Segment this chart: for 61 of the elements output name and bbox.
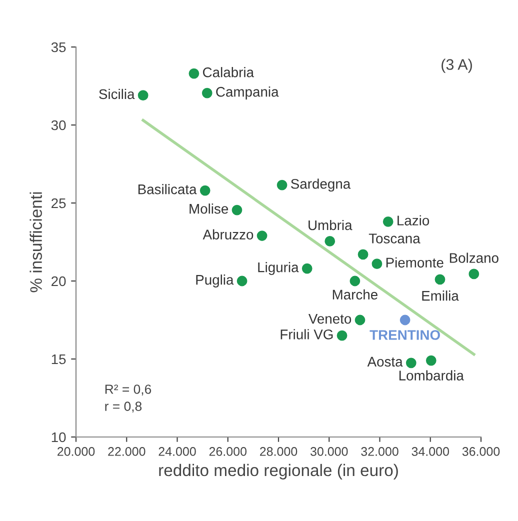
data-label: TRENTINO [370, 330, 440, 340]
point [138, 90, 148, 101]
point [382, 216, 394, 227]
data-label: Campania [216, 86, 279, 100]
x-tick-label: 32.000 [361, 447, 398, 456]
data-label: Lombardia [399, 370, 464, 380]
x-tick-label: 34.000 [412, 447, 450, 456]
x-tick-label: 36.000 [462, 447, 500, 456]
data-label: Umbria [308, 220, 352, 230]
point [372, 258, 382, 270]
y-tick-label: 20 [52, 276, 66, 286]
point [354, 314, 366, 326]
y-tick-label: 35 [51, 42, 66, 52]
point [426, 355, 436, 366]
x-tick-label: 24.000 [158, 447, 196, 456]
point [358, 249, 368, 260]
point [468, 268, 480, 280]
data-label: Abruzzo [202, 229, 254, 240]
data-label: Friuli VG [280, 329, 333, 340]
data-label: Veneto [308, 314, 352, 324]
annotation: (3 A) [442, 58, 472, 73]
y-axis-title: % insufficienti [30, 192, 42, 292]
point [200, 185, 210, 196]
point [256, 230, 268, 241]
data-label: Molise [190, 204, 228, 214]
point [336, 330, 348, 341]
x-tick-label: 28.000 [260, 447, 298, 456]
x-tick-label: 20.000 [58, 447, 95, 456]
x-tick-label: 22.000 [108, 447, 146, 456]
data-label: Liguria [258, 262, 299, 275]
data-label: Aosta [367, 356, 403, 367]
point [324, 236, 336, 246]
data-label: Sicilia [99, 88, 135, 100]
point [188, 68, 200, 79]
y-tick-label: 25 [52, 198, 66, 208]
data-label: Basilicata [138, 184, 197, 194]
point [232, 204, 242, 216]
annotation: R² = 0,6 r = 0,8 [105, 384, 152, 413]
x-axis-title: reddito medio regionale (in euro) [159, 464, 398, 480]
data-label: Emilia [422, 290, 459, 301]
point [400, 314, 410, 326]
point [236, 276, 248, 286]
y-tick-label: 15 [52, 354, 66, 364]
data-label: Puglia [196, 274, 234, 288]
x-tick-label: 30.000 [310, 447, 348, 456]
point [406, 358, 416, 368]
point [302, 263, 312, 274]
point [350, 276, 360, 286]
data-label: Piemonte [386, 257, 444, 268]
point [276, 180, 288, 190]
data-label: Sardegna [291, 178, 351, 192]
data-label: Lazio [398, 215, 430, 226]
point [202, 88, 212, 98]
point [434, 274, 446, 285]
y-tick-label: 30 [51, 120, 66, 130]
data-label: Marche [332, 289, 378, 300]
x-tick-label: 26.000 [209, 447, 247, 456]
y-tick-label: 10 [52, 432, 66, 442]
data-label: Calabria [202, 67, 254, 78]
data-label: Toscana [368, 234, 420, 244]
data-label: Bolzano [450, 252, 498, 263]
